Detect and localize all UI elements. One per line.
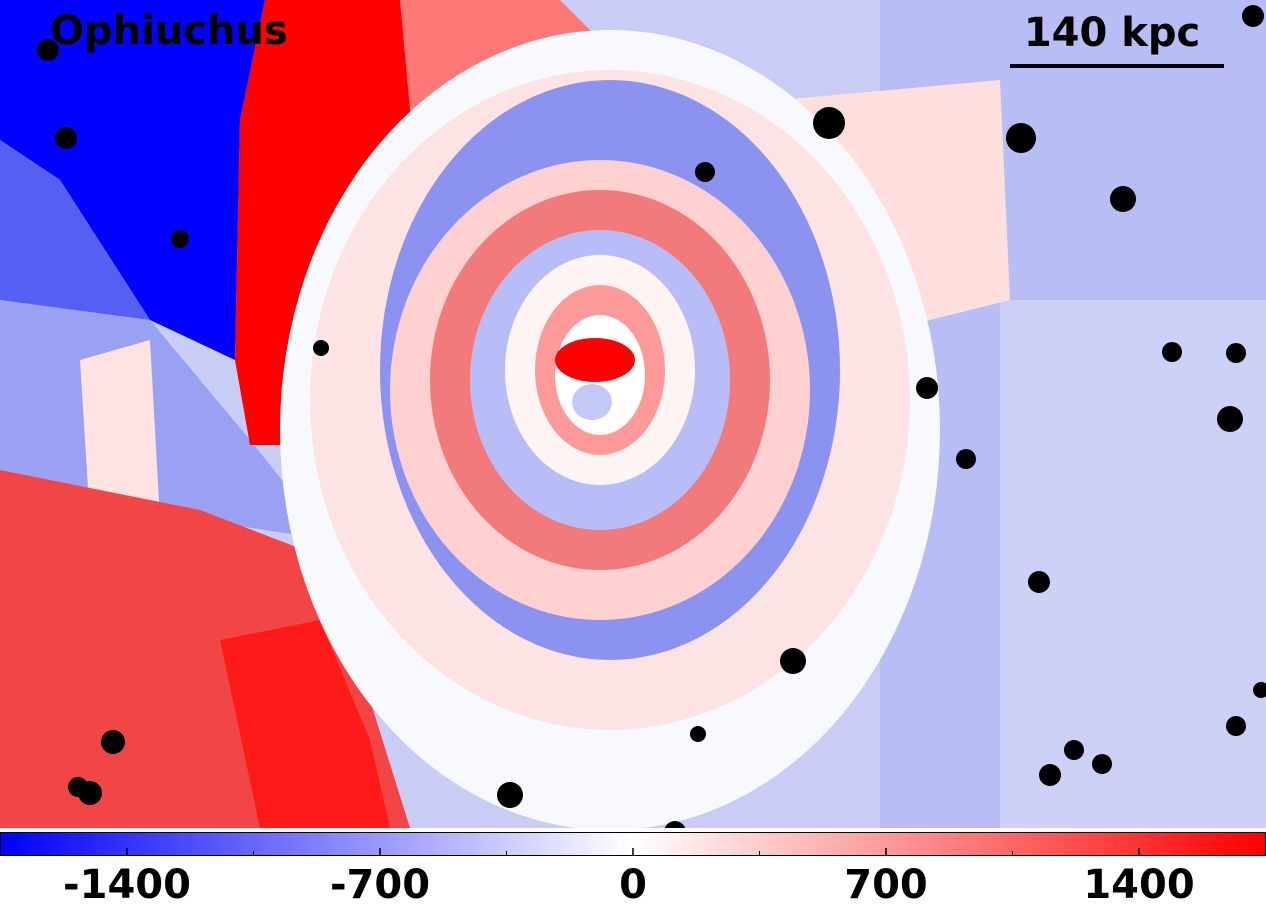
tick-label: -1400 [63, 862, 191, 908]
colorbar-ticks: -1400 -700 0 700 1400 [63, 848, 1195, 908]
tick-label: 700 [844, 862, 928, 908]
masked-sources [37, 5, 1266, 828]
title: Ophiuchus [50, 8, 288, 54]
tick-label: -700 [330, 862, 430, 908]
scale-bar-label: 140 kpc [1024, 10, 1200, 56]
velocity-map [0, 0, 1266, 828]
tick-label: 0 [619, 862, 647, 908]
tick-label: 1400 [1083, 862, 1194, 908]
